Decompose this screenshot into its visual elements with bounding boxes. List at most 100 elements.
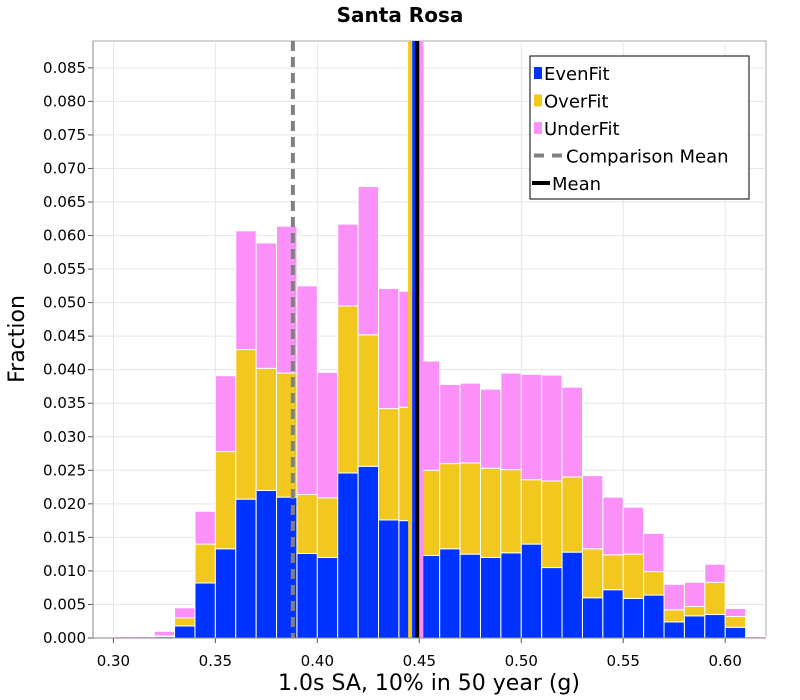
y-tick-label: 0.035 bbox=[43, 394, 86, 412]
y-tick-label: 0.040 bbox=[43, 361, 86, 379]
bar-overfit bbox=[174, 617, 196, 627]
bar-evenfit bbox=[378, 519, 400, 639]
x-axis-title: 1.0s SA, 10% in 50 year (g) bbox=[278, 671, 580, 696]
y-tick-label: 0.070 bbox=[43, 159, 86, 177]
bar-overfit bbox=[194, 543, 216, 584]
bar-underfit bbox=[255, 242, 278, 369]
bar-evenfit bbox=[214, 548, 237, 639]
y-tick-label: 0.030 bbox=[43, 428, 86, 446]
bar-overfit bbox=[561, 476, 583, 553]
bar-underfit bbox=[541, 374, 563, 482]
legend-label: EvenFit bbox=[544, 64, 610, 85]
bar-underfit bbox=[357, 186, 380, 336]
bar-overfit bbox=[683, 605, 706, 617]
x-tick-label: 0.45 bbox=[403, 652, 436, 670]
legend-label: Comparison Mean bbox=[566, 147, 729, 168]
bar-evenfit bbox=[520, 543, 543, 639]
bar-overfit bbox=[235, 349, 257, 500]
bar-overfit bbox=[704, 581, 726, 616]
bar-underfit bbox=[378, 288, 400, 410]
bar-evenfit bbox=[602, 589, 624, 639]
y-tick-label: 0.045 bbox=[43, 327, 86, 345]
bar-evenfit bbox=[194, 582, 216, 639]
y-tick-label: 0.050 bbox=[43, 294, 86, 312]
bar-underfit bbox=[704, 563, 726, 583]
chart-title: Santa Rosa bbox=[337, 3, 464, 27]
legend-swatch-overfit bbox=[534, 94, 542, 107]
bar-evenfit bbox=[581, 597, 604, 639]
bar-evenfit bbox=[255, 489, 278, 639]
bar-evenfit bbox=[704, 614, 726, 639]
y-tick-label: 0.020 bbox=[43, 495, 86, 513]
bar-evenfit bbox=[663, 621, 685, 639]
bar-evenfit bbox=[357, 465, 380, 639]
y-tick-label: 0.080 bbox=[43, 92, 86, 110]
bar-underfit bbox=[581, 475, 604, 550]
bar-underfit bbox=[316, 371, 339, 499]
bar-overfit bbox=[581, 548, 604, 599]
legend-label: Mean bbox=[552, 174, 601, 195]
bar-evenfit bbox=[276, 496, 298, 639]
bar-overfit bbox=[255, 367, 278, 491]
y-tick-label: 0.060 bbox=[43, 227, 86, 245]
axes: 0.000 0.005 0.010 0.015 0.020 0.025 0.030 0.035… bbox=[43, 41, 766, 670]
bar-evenfit bbox=[296, 552, 318, 639]
reference-lines bbox=[290, 41, 424, 638]
y-tick-label: 0.065 bbox=[43, 193, 86, 211]
bar-underfit bbox=[214, 375, 237, 453]
bar-underfit bbox=[622, 506, 645, 555]
bar-overfit bbox=[316, 497, 339, 559]
bar-evenfit bbox=[643, 594, 665, 639]
bar-overfit bbox=[602, 554, 624, 591]
bar-overfit bbox=[541, 480, 563, 569]
bar-evenfit bbox=[337, 472, 359, 639]
y-tick-label: 0.015 bbox=[43, 528, 86, 546]
x-tick-label: 0.50 bbox=[505, 652, 538, 670]
bar-underfit bbox=[153, 630, 176, 637]
bar-underfit bbox=[459, 382, 481, 464]
bar-underfit bbox=[479, 388, 502, 469]
bar-evenfit bbox=[316, 557, 339, 639]
bar-underfit bbox=[561, 386, 583, 478]
bar-evenfit bbox=[561, 551, 583, 639]
legend-box bbox=[529, 55, 750, 200]
y-tick-label: 0.055 bbox=[43, 260, 86, 278]
bar-overfit bbox=[337, 305, 359, 474]
bar-underfit bbox=[174, 607, 196, 619]
bar-underfit bbox=[602, 496, 624, 556]
bar-underfit bbox=[194, 510, 216, 545]
bar-overfit bbox=[663, 609, 685, 623]
legend-swatch-evenfit bbox=[534, 67, 542, 79]
bar-overfit bbox=[479, 467, 502, 559]
bar-evenfit bbox=[724, 626, 747, 639]
y-axis-title: Fraction bbox=[5, 295, 30, 383]
bar-evenfit bbox=[500, 552, 522, 639]
y-tick-label: 0.075 bbox=[43, 126, 86, 144]
bar-underfit bbox=[683, 581, 706, 607]
y-tick-label: 0.005 bbox=[43, 595, 86, 613]
legend-label: OverFit bbox=[544, 92, 608, 113]
bar-underfit bbox=[643, 532, 665, 573]
bar-evenfit bbox=[541, 567, 563, 639]
bar-overfit bbox=[378, 408, 400, 521]
y-tick-label: 0.025 bbox=[43, 461, 86, 479]
bar-overfit bbox=[459, 462, 481, 555]
bar-overfit bbox=[724, 616, 747, 628]
x-tick-label: 0.60 bbox=[709, 652, 742, 670]
bar-overfit bbox=[520, 479, 543, 545]
bar-overfit bbox=[439, 463, 461, 550]
bar-underfit bbox=[520, 373, 543, 481]
bar-overfit bbox=[500, 469, 522, 554]
bar-underfit bbox=[663, 583, 685, 611]
bar-overfit bbox=[296, 493, 318, 554]
bar-underfit bbox=[235, 230, 257, 351]
x-tick-label: 0.35 bbox=[199, 652, 232, 670]
legend: EvenFit OverFit UnderFit Comparison Mean Mea… bbox=[529, 55, 750, 200]
legend-swatch-underfit bbox=[534, 122, 542, 134]
bar-overfit bbox=[643, 571, 665, 596]
bar-overfit bbox=[357, 334, 380, 467]
bar-evenfit bbox=[439, 548, 461, 639]
bar-evenfit bbox=[459, 553, 481, 639]
y-tick-label: 0.000 bbox=[43, 629, 86, 647]
